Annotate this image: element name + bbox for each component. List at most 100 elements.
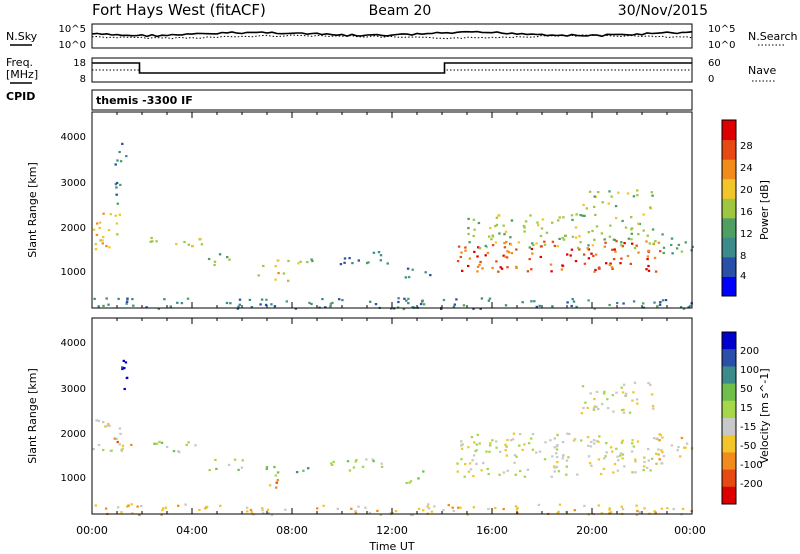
power-cell xyxy=(157,307,160,310)
velocity-cell xyxy=(631,471,634,474)
power-cell xyxy=(521,301,524,304)
velocity-cell xyxy=(506,469,509,472)
power-cell xyxy=(507,251,511,254)
velocity-colorbar-swatch xyxy=(722,332,736,350)
velocity-cell xyxy=(631,439,634,442)
velocity-cell xyxy=(427,507,431,510)
velocity-cell xyxy=(620,505,623,508)
power-cell xyxy=(630,216,633,219)
velocity-cell xyxy=(518,444,521,447)
time-tick-12: 12:00 xyxy=(376,524,408,537)
power-cell xyxy=(367,261,370,264)
velocity-cell xyxy=(553,470,556,473)
velocity-cell xyxy=(237,468,240,471)
time-axis-label: Time UT xyxy=(368,540,414,553)
power-cell xyxy=(183,240,186,244)
velocity-cell xyxy=(618,454,622,457)
power-cell xyxy=(570,304,573,308)
power-cell xyxy=(637,251,640,254)
power-cell xyxy=(472,307,475,310)
velocity-cell xyxy=(480,469,483,472)
power-cell xyxy=(608,263,611,267)
power-colorbar-swatch xyxy=(722,237,736,258)
velocity-cell xyxy=(593,442,596,445)
velocity-cell xyxy=(187,441,190,444)
power-cell xyxy=(657,241,661,244)
power-cell xyxy=(96,222,99,225)
velocity-cell xyxy=(164,506,168,509)
velocity-cell xyxy=(405,481,408,485)
power-cell xyxy=(115,193,118,196)
power-cell xyxy=(646,258,649,261)
power-cell xyxy=(647,264,650,268)
power-cell xyxy=(310,258,313,261)
velocity-cell xyxy=(603,390,606,393)
velocity-ytick-1000: 1000 xyxy=(61,473,86,484)
power-cbtick-5: 24 xyxy=(740,163,753,174)
power-cell xyxy=(688,304,692,308)
power-cell xyxy=(229,302,232,305)
power-cell xyxy=(497,270,500,273)
velocity-cell xyxy=(478,442,481,445)
power-cell xyxy=(238,298,242,301)
power-cell xyxy=(499,266,502,269)
power-cell xyxy=(115,186,118,189)
power-cell xyxy=(609,224,612,227)
power-cell xyxy=(218,253,222,256)
velocity-cell xyxy=(561,441,565,444)
velocity-cell xyxy=(499,450,502,453)
power-cell xyxy=(92,228,96,231)
velocity-cell xyxy=(426,505,429,508)
power-cell xyxy=(265,298,268,301)
power-cell xyxy=(537,224,540,227)
power-cell xyxy=(586,247,589,250)
velocity-cell xyxy=(561,457,564,460)
power-cell xyxy=(297,262,300,265)
velocity-cell xyxy=(619,452,623,455)
power-cell xyxy=(610,195,613,198)
power-cell xyxy=(107,229,111,232)
power-cell xyxy=(578,248,581,251)
power-cell xyxy=(648,242,651,245)
cpid-panel-frame xyxy=(91,89,693,111)
velocity-cell xyxy=(219,504,222,507)
velocity-cell xyxy=(116,440,119,444)
power-cell xyxy=(593,307,596,310)
velocity-cell xyxy=(589,392,592,395)
power-cell xyxy=(610,266,614,269)
power-cell xyxy=(670,237,674,240)
power-cell xyxy=(623,242,626,245)
power-cell xyxy=(116,202,119,205)
power-cell xyxy=(407,302,410,305)
velocity-cell xyxy=(102,421,105,424)
velocity-cell xyxy=(632,391,635,394)
power-cell xyxy=(539,234,543,238)
velocity-cell xyxy=(592,439,596,442)
power-cell xyxy=(551,305,554,308)
velocity-cell xyxy=(502,471,506,474)
velocity-cell xyxy=(552,465,556,468)
power-cell xyxy=(93,297,96,300)
velocity-cell xyxy=(140,505,143,508)
power-cell xyxy=(260,298,264,301)
power-cell xyxy=(597,191,600,194)
power-cell xyxy=(386,262,389,265)
noise-search-label: N.Search xyxy=(748,30,798,43)
power-cell xyxy=(664,299,668,302)
velocity-cell xyxy=(568,432,571,436)
velocity-cell xyxy=(635,398,639,401)
velocity-cell xyxy=(513,461,516,464)
velocity-cell xyxy=(573,438,577,441)
velocity-cell xyxy=(442,509,445,512)
power-cell xyxy=(617,191,620,194)
power-cbtick-2: 12 xyxy=(740,229,753,240)
power-cell xyxy=(574,226,578,229)
velocity-cell xyxy=(660,449,663,452)
velocity-cell xyxy=(565,473,568,476)
power-cell xyxy=(535,305,538,308)
power-cell xyxy=(632,195,636,198)
velocity-cell xyxy=(460,440,463,443)
power-cell xyxy=(592,254,595,258)
velocity-cell xyxy=(515,508,519,511)
velocity-cell xyxy=(380,465,384,468)
